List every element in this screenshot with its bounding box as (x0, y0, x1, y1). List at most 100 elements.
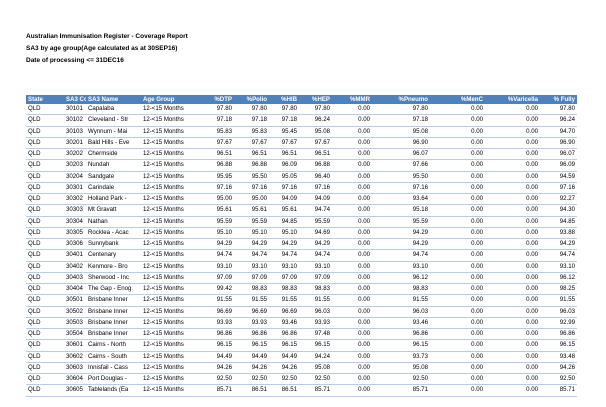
table-cell: 0.00 (430, 362, 485, 375)
table-cell: 0.00 (430, 204, 485, 217)
table-cell: 96.88 (299, 159, 332, 172)
table-cell: 0.00 (332, 204, 372, 217)
table-cell: 12-<15 Months (141, 148, 199, 161)
table-cell: The Gap - Enog (86, 283, 141, 296)
table-row: QLD 30502 Brisbane Inner 12-<15 Months 96.69… (26, 306, 577, 318)
table-cell: 30604 (64, 373, 86, 386)
table-cell: Bald Hills - Eve (86, 137, 141, 150)
table-cell: 0.00 (430, 182, 485, 195)
table-cell: 12-<15 Months (141, 339, 199, 352)
table-cell: 30101 (64, 104, 86, 116)
table-cell: QLD (26, 283, 64, 296)
table-cell: 96.15 (372, 339, 430, 352)
table-cell: 94.85 (540, 216, 577, 228)
table-cell: 0.00 (332, 272, 372, 285)
table-cell: 93.10 (299, 261, 332, 273)
table-cell: 0.00 (485, 182, 540, 195)
table-cell: 95.08 (299, 362, 332, 375)
table-cell: 95.08 (299, 126, 332, 138)
table-cell: Capalaba (86, 104, 141, 116)
table-cell: 12-<15 Months (141, 182, 199, 195)
table-cell: 94.26 (540, 362, 577, 375)
table-cell: 12-<15 Months (141, 171, 199, 183)
table-cell: 93.93 (234, 317, 269, 330)
table-cell: QLD (26, 159, 64, 172)
table-cell: 95.83 (199, 126, 234, 138)
table-row: QLD 30605 Tablelands (Ea 12-<15 Months 85.71… (26, 384, 577, 397)
table-cell: Cairns - South (86, 351, 141, 363)
table-cell: QLD (26, 362, 64, 375)
table-cell: 95.08 (372, 362, 430, 375)
table-cell: 0.00 (430, 114, 485, 127)
table-cell: 0.00 (332, 182, 372, 195)
table-cell: 0.00 (485, 171, 540, 183)
table-cell: 12-<15 Months (141, 204, 199, 217)
table-cell: 12-<15 Months (141, 238, 199, 251)
table-cell: 97.66 (372, 159, 430, 172)
table-cell: 95.59 (199, 216, 234, 228)
table-cell: 96.86 (540, 328, 577, 341)
table-cell: 96.12 (540, 272, 577, 285)
table-row: QLD 30404 The Gap - Enog 12-<15 Months 99.42… (26, 283, 577, 296)
table-cell: 96.88 (199, 159, 234, 172)
table-cell: 0.00 (430, 384, 485, 397)
table-cell: 0.00 (430, 328, 485, 341)
table-cell: 95.45 (269, 126, 299, 138)
table-cell: 94.29 (299, 238, 332, 251)
table-cell: 0.00 (332, 171, 372, 183)
table-cell: 96.03 (372, 306, 430, 318)
table-cell: 91.55 (299, 294, 332, 307)
table-cell: 96.15 (234, 339, 269, 352)
table-cell: 0.00 (485, 137, 540, 150)
table-cell: 30605 (64, 384, 86, 397)
table-cell: 0.00 (485, 261, 540, 273)
table-cell: 98.83 (372, 283, 430, 296)
table-row: QLD 30401 Centenary 12-<15 Months 94.74 94.74… (26, 249, 577, 262)
table-cell: 0.00 (332, 193, 372, 206)
table-cell: 97.09 (234, 272, 269, 285)
table-cell: 12-<15 Months (141, 249, 199, 262)
table-cell: 30202 (64, 148, 86, 161)
table-cell: 93.10 (234, 261, 269, 273)
table-cell: 92.50 (269, 373, 299, 386)
table-cell: 0.00 (430, 216, 485, 228)
table-cell: 30201 (64, 137, 86, 150)
table-cell: 30304 (64, 216, 86, 228)
table-cell: 12-<15 Months (141, 193, 199, 206)
table-cell: 94.09 (299, 193, 332, 206)
table-cell: 95.10 (234, 227, 269, 240)
column-header: %Varicella (485, 95, 540, 104)
table-cell: 12-<15 Months (141, 114, 199, 127)
table-cell: QLD (26, 351, 64, 363)
table-cell: QLD (26, 238, 64, 251)
column-header: SA3 Code (64, 95, 86, 104)
table-cell: 96.09 (540, 159, 577, 172)
table-cell: 95.05 (269, 171, 299, 183)
table-cell: 97.16 (299, 182, 332, 195)
table-cell: 0.00 (332, 261, 372, 273)
table-cell: 93.93 (199, 317, 234, 330)
table-cell: 0.00 (430, 261, 485, 273)
table-cell: Mt Gravatt (86, 204, 141, 217)
table-cell: 0.00 (485, 193, 540, 206)
table-cell: 0.00 (332, 362, 372, 375)
table-cell: 96.69 (234, 306, 269, 318)
table-cell: 30305 (64, 227, 86, 240)
table-cell: QLD (26, 261, 64, 273)
table-cell: 94.59 (540, 171, 577, 183)
table-cell: 97.67 (299, 137, 332, 150)
table-cell: 0.00 (485, 317, 540, 330)
table-cell: Chermside (86, 148, 141, 161)
table-cell: Wynnum - Mai (86, 126, 141, 138)
table-cell: 91.55 (234, 294, 269, 307)
table-cell: 0.00 (430, 306, 485, 318)
table-cell: 96.07 (540, 148, 577, 161)
column-header: %MMR (332, 95, 372, 104)
table-cell: 97.16 (234, 182, 269, 195)
table-cell: 96.86 (269, 328, 299, 341)
table-cell: 97.67 (234, 137, 269, 150)
table-cell: QLD (26, 148, 64, 161)
table-cell: 0.00 (332, 317, 372, 330)
table-cell: Innisfail - Cass (86, 362, 141, 375)
